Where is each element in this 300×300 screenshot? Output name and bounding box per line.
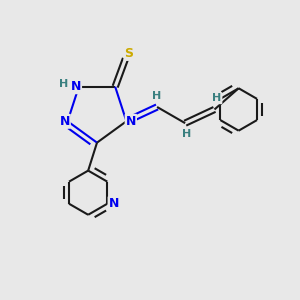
Text: N: N: [71, 80, 81, 93]
Text: H: H: [59, 79, 68, 89]
Text: H: H: [212, 93, 221, 103]
Text: N: N: [126, 115, 136, 128]
Text: N: N: [59, 115, 70, 128]
Text: N: N: [109, 197, 119, 210]
Text: S: S: [124, 47, 134, 60]
Text: H: H: [152, 91, 162, 101]
Text: H: H: [182, 129, 191, 139]
